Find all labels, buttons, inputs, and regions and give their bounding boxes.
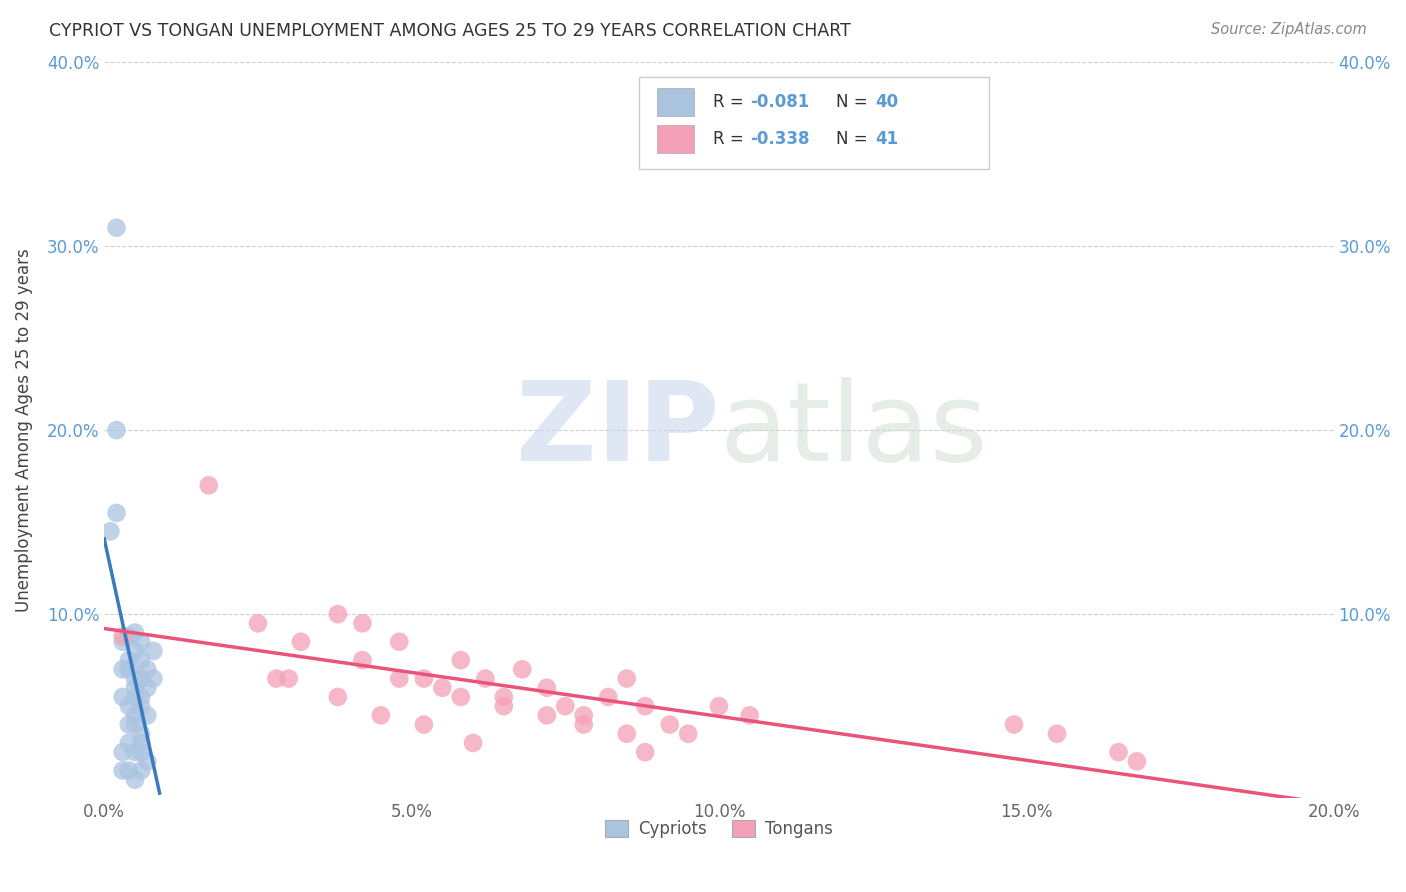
Point xyxy=(388,672,411,686)
Point xyxy=(616,727,638,741)
Point xyxy=(129,736,152,750)
Point xyxy=(536,681,558,695)
Point xyxy=(658,717,681,731)
Point xyxy=(118,699,141,714)
Bar xyxy=(658,125,695,153)
Point xyxy=(634,699,657,714)
Point xyxy=(111,745,134,759)
Point xyxy=(290,634,312,648)
Text: 41: 41 xyxy=(875,129,898,148)
Text: -0.338: -0.338 xyxy=(749,129,810,148)
Point xyxy=(129,727,152,741)
Text: CYPRIOT VS TONGAN UNEMPLOYMENT AMONG AGES 25 TO 29 YEARS CORRELATION CHART: CYPRIOT VS TONGAN UNEMPLOYMENT AMONG AGE… xyxy=(49,22,851,40)
Point xyxy=(707,699,730,714)
Text: R =: R = xyxy=(713,129,749,148)
Point xyxy=(432,681,454,695)
Point xyxy=(598,690,620,704)
Point xyxy=(124,625,146,640)
Point xyxy=(105,220,128,235)
Point xyxy=(124,708,146,723)
Point xyxy=(129,699,152,714)
Point xyxy=(136,755,159,769)
Point xyxy=(492,690,515,704)
Point xyxy=(111,764,134,778)
Point xyxy=(461,736,484,750)
Point xyxy=(1108,745,1130,759)
Bar xyxy=(640,77,990,169)
Point xyxy=(129,672,152,686)
Point xyxy=(105,423,128,437)
Point xyxy=(118,653,141,667)
Point xyxy=(352,653,374,667)
Point xyxy=(554,699,576,714)
Legend: Cypriots, Tongans: Cypriots, Tongans xyxy=(598,814,839,845)
Point xyxy=(450,690,472,704)
Text: -0.081: -0.081 xyxy=(749,93,808,111)
Point xyxy=(1046,727,1069,741)
Text: atlas: atlas xyxy=(718,376,987,483)
Point xyxy=(277,672,299,686)
Point xyxy=(246,616,269,631)
Point xyxy=(105,506,128,520)
Point xyxy=(536,708,558,723)
Point xyxy=(129,690,152,704)
Point xyxy=(370,708,392,723)
Point xyxy=(124,745,146,759)
Point xyxy=(129,764,152,778)
Point xyxy=(124,644,146,658)
Text: N =: N = xyxy=(835,129,873,148)
Y-axis label: Unemployment Among Ages 25 to 29 years: Unemployment Among Ages 25 to 29 years xyxy=(15,248,32,612)
Point xyxy=(572,717,595,731)
Text: R =: R = xyxy=(713,93,749,111)
Point xyxy=(474,672,496,686)
Point xyxy=(124,672,146,686)
Text: N =: N = xyxy=(835,93,873,111)
Point xyxy=(129,745,152,759)
Point xyxy=(352,616,374,631)
Point xyxy=(676,727,699,741)
Point xyxy=(738,708,761,723)
Text: ZIP: ZIP xyxy=(516,376,718,483)
Point xyxy=(124,681,146,695)
Point xyxy=(142,672,165,686)
Point xyxy=(124,717,146,731)
Point xyxy=(616,672,638,686)
Point xyxy=(111,629,134,643)
Point xyxy=(142,644,165,658)
Point xyxy=(111,662,134,676)
Point xyxy=(118,717,141,731)
Point xyxy=(412,672,434,686)
Point xyxy=(100,524,122,539)
Point xyxy=(118,662,141,676)
Point xyxy=(326,690,349,704)
Point xyxy=(1002,717,1025,731)
Text: 40: 40 xyxy=(875,93,898,111)
Point xyxy=(124,772,146,787)
Point xyxy=(136,662,159,676)
Point xyxy=(1126,755,1149,769)
Point xyxy=(129,634,152,648)
Point xyxy=(118,764,141,778)
Point xyxy=(124,690,146,704)
Point xyxy=(412,717,434,731)
Point xyxy=(450,653,472,667)
Point xyxy=(197,478,219,492)
Point xyxy=(326,607,349,621)
Text: Source: ZipAtlas.com: Source: ZipAtlas.com xyxy=(1211,22,1367,37)
Point xyxy=(492,699,515,714)
Point xyxy=(572,708,595,723)
Point xyxy=(634,745,657,759)
Point xyxy=(510,662,533,676)
Bar xyxy=(658,88,695,116)
Point xyxy=(111,634,134,648)
Point xyxy=(266,672,288,686)
Point xyxy=(118,629,141,643)
Point xyxy=(388,634,411,648)
Point xyxy=(118,736,141,750)
Point xyxy=(111,690,134,704)
Point xyxy=(136,708,159,723)
Point xyxy=(136,681,159,695)
Point xyxy=(129,653,152,667)
